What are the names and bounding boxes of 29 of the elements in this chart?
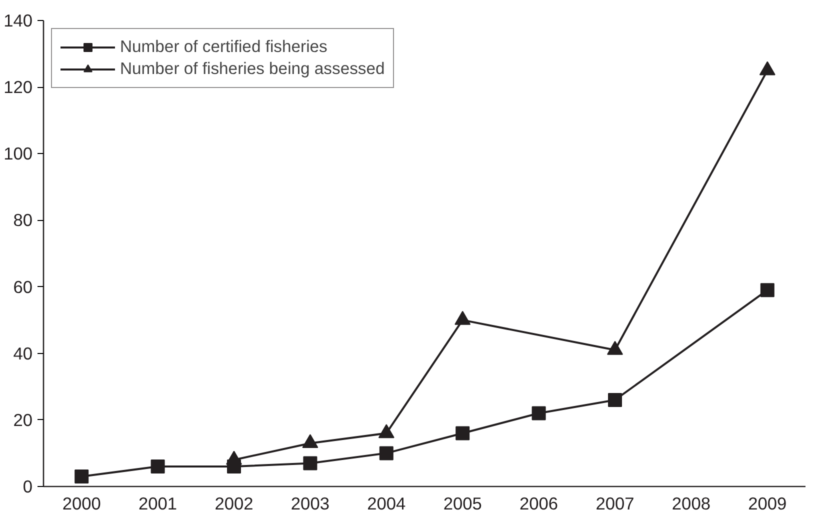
point [759, 61, 776, 76]
y-tick-label: 40 [13, 343, 33, 364]
point [74, 470, 89, 484]
x-tick-label: 2004 [367, 494, 406, 512]
legend-label: Number of certified fisheries [120, 37, 328, 57]
y-tick-label: 120 [4, 77, 33, 98]
point [456, 426, 470, 440]
point [150, 460, 165, 474]
x-tick-label: 2001 [138, 494, 178, 512]
y-tick-label: 140 [4, 10, 33, 30]
x-tick-label: 2008 [672, 494, 710, 512]
point [760, 283, 774, 298]
point [532, 406, 546, 420]
x-tick-label: 2006 [520, 494, 558, 512]
y-tick-label: 60 [13, 276, 33, 297]
x-tick-label: 2005 [443, 494, 482, 512]
x-tick-label: 2003 [290, 494, 330, 512]
point [379, 446, 394, 460]
x-tick-label: 2000 [62, 494, 101, 512]
point [303, 456, 318, 470]
point [608, 392, 622, 407]
y-tick-label: 20 [13, 410, 33, 430]
y-tick-label: 100 [4, 144, 33, 164]
x-tick-label: 2002 [214, 494, 254, 512]
y-tick-label: 80 [13, 210, 33, 230]
x-tick-label: 2007 [596, 494, 634, 512]
y-tick-label: 0 [22, 476, 33, 496]
legend-label: Number of fisheries being assessed [120, 59, 385, 79]
x-tick-label: 2009 [748, 494, 787, 512]
